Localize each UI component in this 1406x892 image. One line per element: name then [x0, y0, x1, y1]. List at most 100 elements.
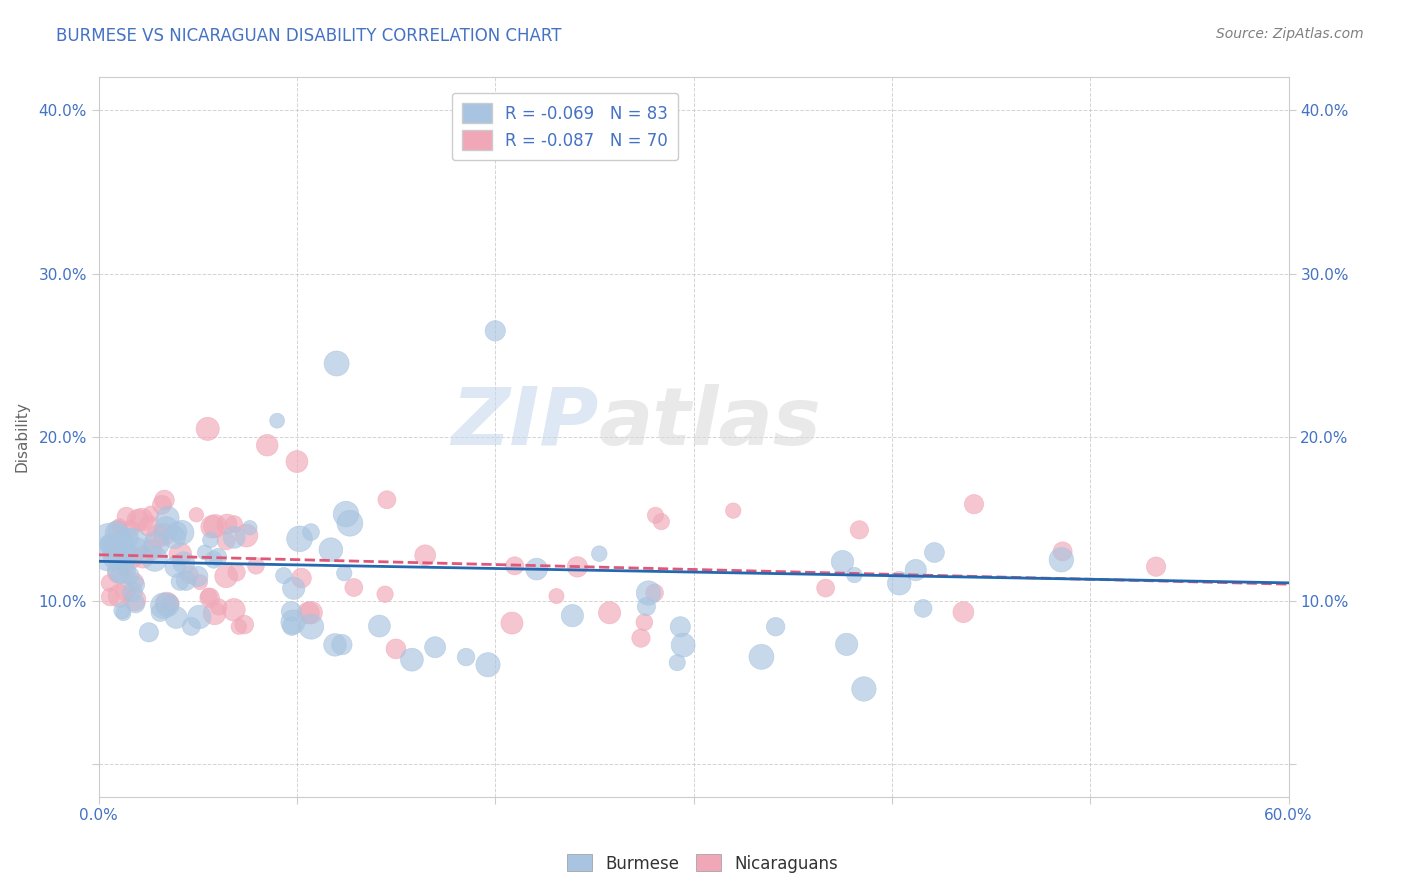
Point: [169, 547, 191, 561]
Point: [100, 538, 122, 552]
Point: [374, 587, 396, 601]
Point: [194, 545, 217, 559]
Point: [333, 566, 356, 581]
Point: [114, 584, 136, 599]
Point: [145, 537, 167, 551]
Point: [401, 653, 423, 667]
Point: [174, 574, 197, 588]
Point: [202, 552, 225, 566]
Point: [121, 585, 143, 599]
Point: [526, 562, 548, 576]
Point: [844, 568, 866, 582]
Point: [215, 534, 238, 549]
Point: [153, 527, 176, 541]
Point: [165, 559, 187, 574]
Point: [567, 560, 589, 574]
Point: [105, 525, 128, 540]
Point: [120, 568, 142, 582]
Point: [204, 519, 226, 533]
Text: atlas: atlas: [599, 384, 821, 462]
Point: [319, 542, 342, 557]
Point: [120, 522, 142, 536]
Point: [200, 533, 222, 547]
Point: [101, 546, 124, 560]
Point: [1050, 552, 1073, 566]
Point: [105, 545, 128, 559]
Point: [118, 531, 141, 545]
Point: [233, 617, 256, 632]
Point: [368, 619, 391, 633]
Point: [187, 569, 209, 583]
Point: [636, 599, 658, 614]
Point: [299, 525, 322, 540]
Point: [633, 615, 655, 630]
Point: [179, 567, 201, 582]
Point: [852, 681, 875, 696]
Point: [169, 574, 191, 589]
Point: [153, 493, 176, 508]
Point: [413, 549, 436, 563]
Point: [120, 550, 142, 565]
Point: [835, 637, 858, 651]
Point: [285, 454, 308, 468]
Point: [170, 525, 193, 540]
Point: [375, 492, 398, 507]
Point: [121, 538, 143, 552]
Point: [180, 619, 202, 633]
Point: [208, 599, 231, 614]
Point: [224, 517, 246, 532]
Point: [239, 521, 262, 535]
Point: [650, 515, 672, 529]
Point: [343, 581, 366, 595]
Point: [281, 615, 304, 629]
Y-axis label: Disability: Disability: [15, 401, 30, 473]
Point: [1144, 559, 1167, 574]
Point: [156, 598, 179, 612]
Point: [100, 540, 122, 554]
Point: [132, 550, 155, 565]
Point: [108, 519, 131, 533]
Point: [100, 538, 122, 552]
Point: [159, 596, 181, 610]
Point: [110, 563, 132, 577]
Point: [108, 589, 131, 603]
Point: [904, 563, 927, 577]
Point: [141, 542, 163, 557]
Point: [138, 519, 160, 533]
Point: [188, 610, 211, 624]
Point: [114, 530, 136, 544]
Point: [283, 581, 305, 595]
Point: [288, 532, 311, 546]
Legend: R = -0.069   N = 83, R = -0.087   N = 70: R = -0.069 N = 83, R = -0.087 N = 70: [453, 93, 678, 161]
Point: [98, 537, 121, 551]
Point: [669, 620, 692, 634]
Point: [561, 608, 583, 623]
Point: [138, 625, 160, 640]
Point: [156, 597, 179, 611]
Point: [115, 509, 138, 524]
Point: [323, 638, 346, 652]
Point: [297, 606, 319, 620]
Point: [150, 498, 173, 512]
Point: [112, 549, 135, 564]
Point: [330, 638, 353, 652]
Point: [112, 606, 135, 620]
Point: [273, 568, 295, 582]
Point: [131, 513, 153, 527]
Point: [163, 530, 186, 544]
Point: [165, 610, 187, 624]
Point: [127, 513, 149, 527]
Point: [644, 586, 666, 600]
Point: [201, 520, 224, 534]
Point: [637, 586, 659, 600]
Point: [546, 589, 568, 603]
Point: [299, 606, 322, 620]
Point: [484, 324, 506, 338]
Point: [1052, 544, 1074, 558]
Point: [889, 576, 911, 591]
Point: [197, 422, 219, 436]
Point: [107, 565, 129, 579]
Point: [228, 620, 250, 634]
Point: [290, 571, 312, 585]
Point: [644, 508, 666, 523]
